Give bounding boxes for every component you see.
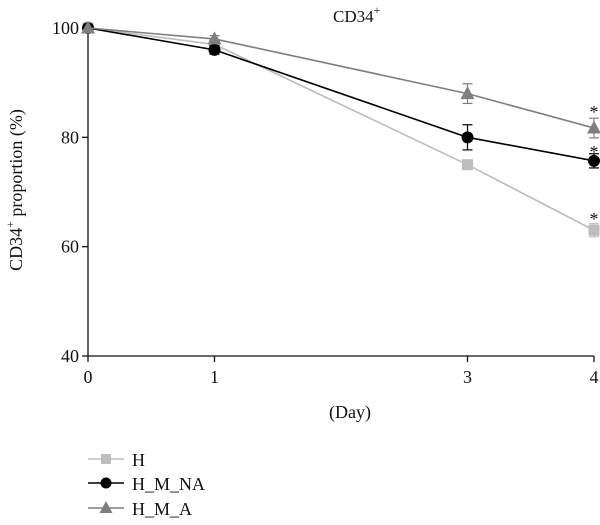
y-tick-label: 100 [52, 18, 79, 38]
series-line-h [87, 27, 595, 231]
y-tick-label: 80 [61, 127, 79, 147]
significance-star-h: * [590, 209, 599, 229]
legend-marker-circle [100, 477, 112, 489]
legend-label-h: H [132, 450, 145, 470]
series-line-h-m-na [87, 27, 595, 162]
legend-item-h-m-a: H_M_A [88, 499, 192, 519]
axes: 40 60 80 100 0 1 3 4 [52, 18, 599, 387]
data-point-h-m-a [81, 20, 95, 34]
y-axis-label-sup: + [3, 221, 17, 228]
chart-title-main: CD34 [333, 7, 374, 26]
data-point-h-m-na [461, 131, 474, 144]
x-tick-label: 4 [590, 367, 599, 387]
y-tick-label: 40 [61, 346, 79, 366]
series-h-m-a [81, 20, 600, 139]
data-point-h-m-a [207, 31, 222, 45]
data-point-h [588, 224, 600, 236]
x-tick-label: 0 [84, 367, 93, 387]
legend-item-h: H [88, 450, 145, 470]
legend: H H_M_NA H_M_A [88, 450, 205, 519]
x-tick-label: 3 [463, 367, 472, 387]
data-point-h [462, 159, 473, 171]
chart-title: CD34+ [333, 3, 381, 26]
x-tick-label: 1 [210, 367, 219, 387]
legend-label-h-m-na: H_M_NA [132, 474, 205, 494]
series-h-m-na [82, 22, 600, 169]
chart-title-sup: + [374, 3, 381, 17]
data-point-h-m-a [460, 86, 475, 100]
legend-marker-triangle [99, 501, 113, 513]
y-axis-label: CD34+ proportion (%) [3, 109, 27, 271]
y-tick-label: 60 [61, 237, 79, 257]
data-point-h-m-a [587, 120, 600, 134]
y-axis-label-main: CD34 [6, 228, 26, 271]
legend-label-h-m-a: H_M_A [132, 499, 192, 519]
data-point-h-m-na [588, 154, 600, 167]
series-line-h-m-a [87, 27, 595, 129]
legend-item-h-m-na: H_M_NA [88, 474, 205, 494]
x-axis-label: (Day) [329, 402, 371, 423]
significance-star-h-m-na: * [590, 142, 599, 162]
series-group [81, 20, 600, 238]
y-axis-label-rest: proportion (%) [6, 109, 27, 221]
significance-star-h-m-a: * [590, 102, 599, 122]
data-point-h-m-na [208, 43, 221, 56]
series-h [82, 22, 600, 238]
legend-marker-square [101, 454, 111, 464]
